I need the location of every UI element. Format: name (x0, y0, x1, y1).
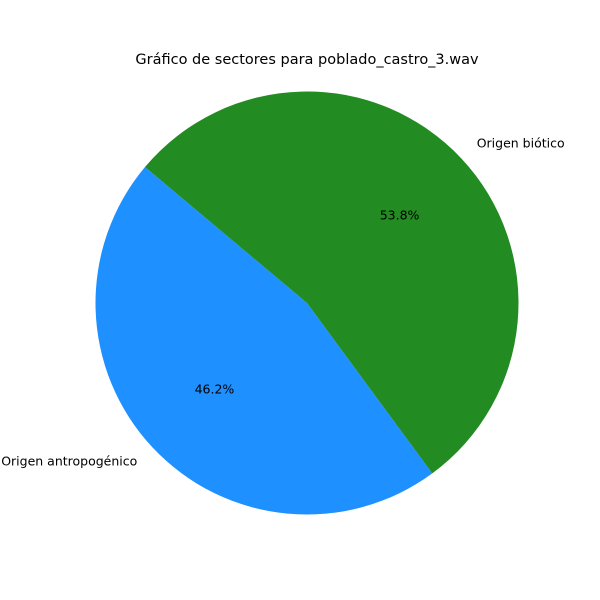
pie-slices (95, 92, 518, 515)
slice-label-origen-biotico: Origen biótico (477, 135, 565, 150)
slice-percent-origen-antropogenico: 46.2% (195, 381, 235, 396)
slice-label-origen-antropogenico: Origen antropogénico (1, 454, 137, 469)
slice-percent-origen-biotico: 53.8% (380, 208, 420, 223)
chart-title: Gráfico de sectores para poblado_castro_… (135, 52, 479, 68)
